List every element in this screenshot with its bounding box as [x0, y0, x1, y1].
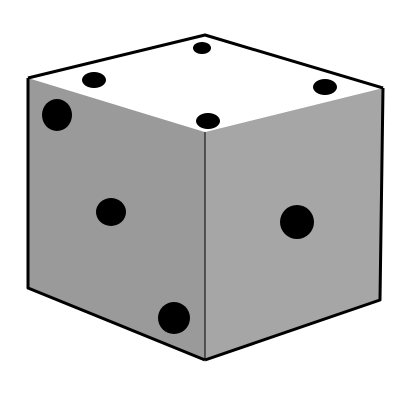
- top-face-pips: [82, 42, 337, 129]
- pip-left-middle: [96, 198, 126, 226]
- pip-right-center: [280, 205, 314, 239]
- die-outline: [26, 33, 385, 362]
- pip-top-front: [196, 113, 220, 129]
- right-face-pips: [280, 205, 314, 239]
- die-left-outline: [26, 78, 206, 362]
- pip-left-upper: [42, 99, 72, 131]
- pip-top-right: [313, 79, 337, 95]
- pip-top-left: [82, 72, 106, 88]
- die-top-outline: [27, 33, 384, 90]
- pip-top-back: [193, 42, 211, 54]
- die-top-face: [28, 35, 383, 132]
- left-face-pips: [42, 99, 190, 334]
- pip-left-lower: [158, 302, 190, 334]
- die-right-outline: [204, 87, 385, 362]
